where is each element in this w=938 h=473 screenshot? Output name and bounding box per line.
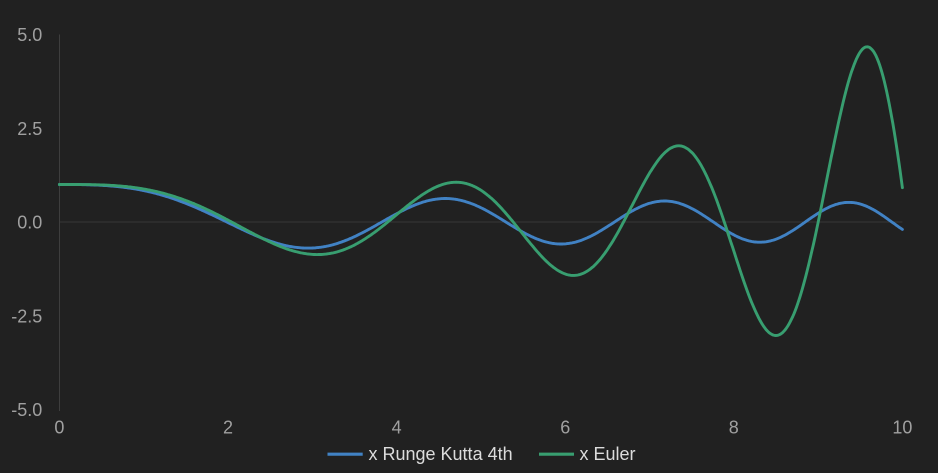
svg-text:6: 6 xyxy=(560,417,570,437)
svg-text:0.0: 0.0 xyxy=(17,213,42,233)
svg-text:-2.5: -2.5 xyxy=(11,306,42,326)
svg-text:x Runge Kutta 4th: x Runge Kutta 4th xyxy=(369,444,513,464)
svg-text:4: 4 xyxy=(392,417,402,437)
svg-text:10: 10 xyxy=(892,417,912,437)
svg-text:5.0: 5.0 xyxy=(17,25,42,45)
svg-text:2.5: 2.5 xyxy=(17,119,42,139)
svg-text:x Euler: x Euler xyxy=(580,444,636,464)
svg-text:0: 0 xyxy=(54,417,64,437)
svg-text:-5.0: -5.0 xyxy=(11,400,42,420)
svg-text:2: 2 xyxy=(223,417,233,437)
svg-text:8: 8 xyxy=(729,417,739,437)
